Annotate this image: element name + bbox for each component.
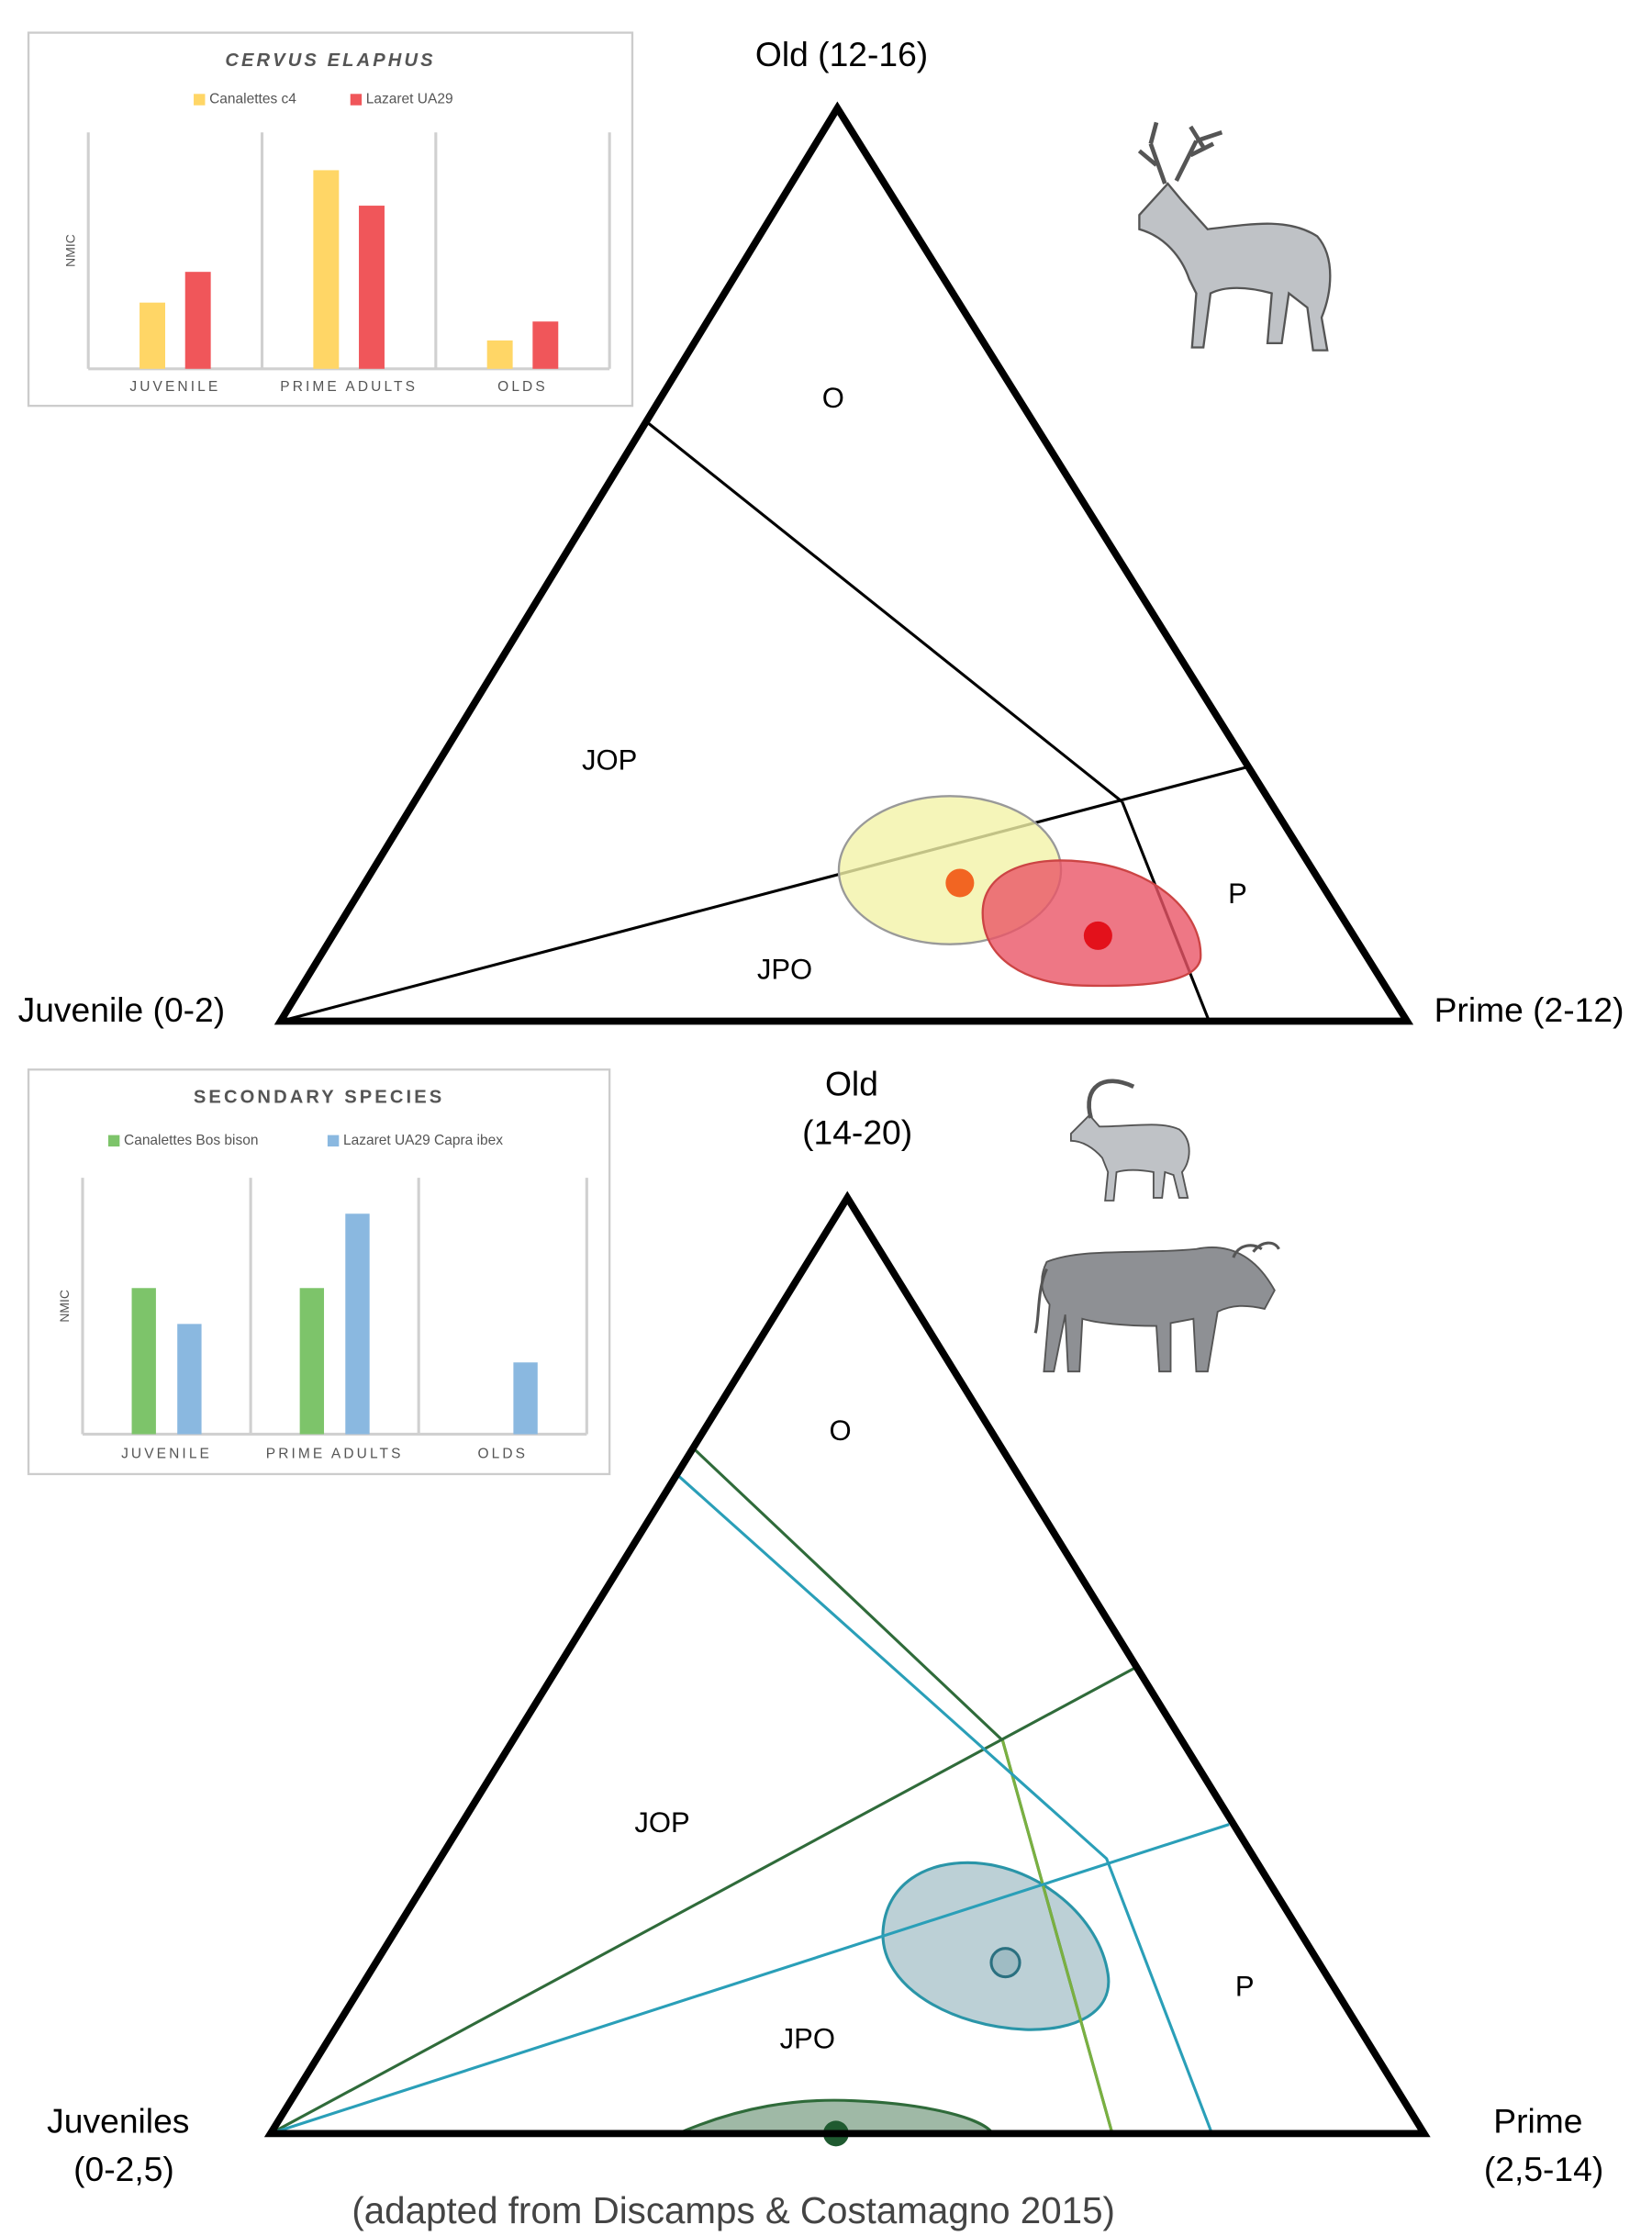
zone-label: JPO bbox=[780, 2023, 835, 2055]
zone-label: O bbox=[829, 1414, 851, 1447]
legend-swatch bbox=[328, 1135, 339, 1146]
x-tick-label: JUVENILE bbox=[129, 379, 220, 395]
bar bbox=[359, 206, 385, 369]
bar bbox=[345, 1213, 369, 1434]
zone-label: JOP bbox=[582, 743, 637, 776]
bar bbox=[177, 1324, 201, 1434]
zone-label: O bbox=[822, 382, 844, 414]
axis-label: Prime bbox=[1493, 2101, 1582, 2140]
point bbox=[1084, 922, 1112, 950]
bar bbox=[487, 341, 513, 369]
bison-icon bbox=[1035, 1243, 1278, 1371]
axis-label: Juvenile (0-2) bbox=[18, 990, 226, 1029]
axis-label: (14-20) bbox=[802, 1112, 912, 1151]
bar bbox=[313, 170, 339, 368]
zone-label: JPO bbox=[757, 953, 812, 985]
legend-swatch bbox=[108, 1135, 119, 1146]
legend-swatch bbox=[351, 94, 362, 105]
page: Old (12-16) Juvenile (0-2) Prime (2-12) … bbox=[0, 0, 1652, 2236]
x-tick-label: PRIME ADULTS bbox=[280, 379, 418, 395]
zone-label: P bbox=[1228, 878, 1247, 910]
bar-chart: CERVUS ELAPHUS Canalettes c4 Lazaret UA29 N… bbox=[28, 33, 632, 407]
bar bbox=[140, 303, 165, 369]
caption: (adapted from Discamps & Costamagno 2015… bbox=[352, 2189, 1115, 2231]
legend-label: Canalettes c4 bbox=[209, 92, 296, 107]
axis-label: Juveniles bbox=[47, 2101, 189, 2140]
chart-title: SECONDARY SPECIES bbox=[194, 1088, 444, 1108]
x-tick-label: OLDS bbox=[497, 379, 548, 395]
legend-label: Lazaret UA29 Capra ibex bbox=[343, 1133, 503, 1148]
zone-border bbox=[648, 423, 1122, 802]
point bbox=[991, 1949, 1020, 1977]
zone-border bbox=[694, 1448, 1112, 2133]
bar bbox=[132, 1288, 156, 1434]
axis-label: (0-2,5) bbox=[73, 2150, 174, 2188]
x-tick-label: PRIME ADULTS bbox=[266, 1446, 404, 1461]
zone-border bbox=[676, 1474, 1211, 2133]
point bbox=[945, 868, 974, 897]
axis-label: Old bbox=[825, 1065, 878, 1103]
zone-label: P bbox=[1235, 1970, 1255, 2002]
axis-label: Prime (2-12) bbox=[1434, 990, 1624, 1029]
bar bbox=[300, 1288, 324, 1434]
legend-label: Lazaret UA29 bbox=[366, 92, 453, 107]
y-axis-label: NMIC bbox=[62, 234, 77, 267]
deer-icon bbox=[1139, 122, 1330, 350]
legend-label: Canalettes Bos bison bbox=[124, 1133, 258, 1148]
ibex-icon bbox=[1071, 1081, 1189, 1201]
zone-label: JOP bbox=[634, 1806, 689, 1839]
bar bbox=[532, 321, 558, 369]
legend-swatch bbox=[194, 94, 205, 105]
x-tick-label: OLDS bbox=[477, 1446, 528, 1461]
axis-label: (2,5-14) bbox=[1484, 2150, 1603, 2188]
bar-chart: SECONDARY SPECIES Canalettes Bos bison Laz… bbox=[28, 1069, 609, 1474]
confidence-area bbox=[883, 1862, 1109, 2029]
bar bbox=[185, 272, 211, 369]
chart-title: CERVUS ELAPHUS bbox=[225, 50, 435, 71]
axis-label: Old (12-16) bbox=[755, 35, 928, 73]
bar bbox=[513, 1362, 537, 1434]
x-tick-label: JUVENILE bbox=[121, 1446, 212, 1461]
figure: Old (12-16) Juvenile (0-2) Prime (2-12) … bbox=[0, 0, 1652, 2236]
y-axis-label: NMIC bbox=[57, 1290, 72, 1323]
